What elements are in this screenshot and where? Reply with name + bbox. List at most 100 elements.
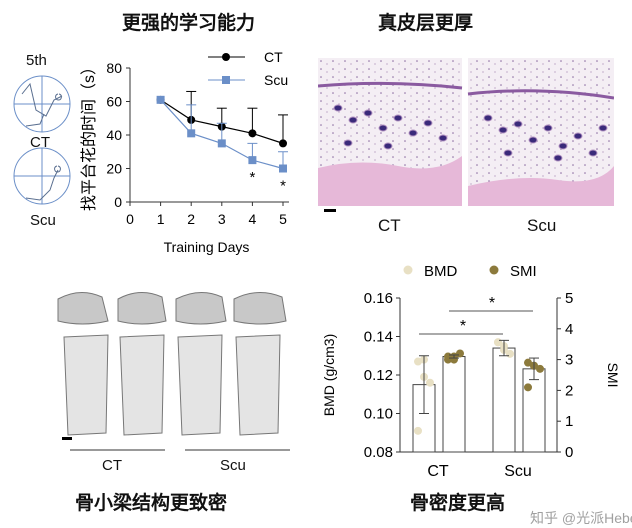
histology-images: [318, 58, 614, 212]
legend-marker: [222, 76, 230, 84]
hair-follicle: [393, 114, 403, 122]
hair-follicle: [598, 124, 608, 132]
x-tick-label: 5: [279, 211, 287, 227]
data-point-SMI: [456, 349, 464, 358]
hair-follicle: [573, 132, 583, 140]
data-point-Scu: [187, 129, 196, 138]
y2-tick-label: 1: [565, 413, 573, 430]
significance-star: *: [249, 169, 255, 186]
y-tick-label: 0.10: [364, 406, 393, 423]
y-tick-label: 0.14: [364, 329, 393, 346]
watermark: 知乎 @光派Hebe: [530, 510, 632, 526]
x-tick-label: 3: [218, 211, 226, 227]
data-point-BMD: [426, 378, 434, 387]
maze-day-label: 5th: [26, 52, 47, 69]
y2-tick-label: 0: [565, 444, 573, 461]
y2-tick-label: 5: [565, 290, 573, 307]
y-tick-label: 60: [106, 94, 122, 110]
y-tick-label: 0.12: [364, 367, 393, 384]
data-point-BMD: [414, 426, 422, 435]
bone-title: 骨小梁结构更致密: [75, 492, 228, 514]
hair-follicle: [483, 114, 493, 122]
learning-title: 更强的学习能力: [122, 12, 256, 34]
bar-BMD-Scu: [492, 347, 516, 453]
density-title: 骨密度更高: [410, 492, 506, 514]
y2-axis-label: SMI: [605, 363, 621, 388]
data-point-BMD: [494, 338, 502, 347]
y-tick-label: 0.16: [364, 290, 393, 307]
skin-label-scu: Scu: [527, 216, 557, 235]
hair-follicle: [408, 129, 418, 137]
hair-follicle: [333, 104, 343, 112]
bar-chart: 0.08 0.10 0.12 0.14 0.16 0 1 2 3 4 5 BMD (g/cm3) SMI…: [321, 263, 621, 480]
category-label: Scu: [504, 463, 532, 480]
hair-follicle: [528, 136, 538, 144]
y2-tick-label: 3: [565, 352, 573, 369]
significance-star: *: [460, 318, 466, 335]
hair-follicle: [383, 142, 393, 150]
data-point-SMI: [524, 358, 532, 367]
hair-follicle: [588, 149, 598, 157]
x-axis-label: Training Days: [164, 239, 250, 255]
maze-traces: [13, 75, 71, 205]
y2-tick-label: 2: [565, 382, 573, 399]
bar-SMI-CT: [442, 356, 466, 453]
data-point-SMI: [536, 364, 544, 373]
hair-follicle: [378, 124, 388, 132]
x-tick-label: 1: [157, 211, 165, 227]
hair-follicle: [553, 154, 563, 162]
y-tick-label: 0.08: [364, 444, 393, 461]
y-tick-label: 0: [114, 194, 122, 210]
data-point-CT: [279, 139, 287, 148]
skin-title: 真皮层更厚: [378, 12, 474, 34]
legend-label: Scu: [264, 72, 288, 88]
hair-follicle: [543, 124, 553, 132]
y-tick-label: 40: [106, 127, 122, 143]
hair-follicle: [558, 142, 568, 150]
y-tick-label: 80: [106, 60, 122, 76]
y2-tick-label: 4: [565, 321, 573, 338]
y-axis-label: BMD (g/cm3): [321, 334, 337, 416]
data-point-BMD: [414, 357, 422, 366]
maze-label-ct: CT: [30, 134, 50, 151]
y-axis-label: 找平台花的时间（s）: [80, 59, 98, 211]
category-label: CT: [427, 463, 449, 480]
legend-marker: [222, 53, 230, 61]
data-point-Scu: [217, 139, 226, 148]
hair-follicle: [503, 149, 513, 157]
x-tick-label: 4: [249, 211, 257, 227]
significance-star: *: [489, 295, 495, 312]
data-point-Scu: [248, 156, 257, 165]
data-point-Scu: [156, 95, 165, 104]
legend-label: SMI: [510, 263, 537, 280]
legend-label: CT: [264, 49, 283, 65]
y-tick-label: 20: [106, 161, 122, 177]
scale-bar: [324, 209, 336, 212]
hair-follicle: [348, 116, 358, 124]
bone-label-scu: Scu: [220, 457, 246, 474]
data-point-SMI: [524, 383, 532, 392]
bone-label-ct: CT: [102, 457, 122, 474]
line-chart: 0 1 2 3 4 5 0 20 40 60 80 Training Days 找平台花的时间（s） CT…: [80, 49, 289, 255]
legend-marker: [403, 265, 413, 275]
histology-ct: [318, 58, 463, 206]
hair-follicle: [363, 109, 373, 117]
x-tick-label: 2: [187, 211, 195, 227]
legend-marker: [489, 265, 499, 275]
maze-label-scu: Scu: [30, 212, 56, 229]
x-tick-label: 0: [126, 211, 134, 227]
hair-follicle: [438, 134, 448, 142]
data-point-CT: [248, 129, 257, 138]
legend-label: BMD: [424, 263, 458, 280]
bar-SMI-Scu: [522, 368, 546, 453]
bone-microct-images: [57, 292, 290, 451]
skin-label-ct: CT: [378, 216, 401, 235]
histology-scu: [467, 58, 614, 206]
hair-follicle: [343, 139, 353, 147]
hair-follicle: [513, 120, 523, 128]
significance-star: *: [280, 178, 286, 195]
hair-follicle: [423, 119, 433, 127]
hair-follicle: [498, 126, 508, 134]
data-point-Scu: [279, 164, 287, 173]
